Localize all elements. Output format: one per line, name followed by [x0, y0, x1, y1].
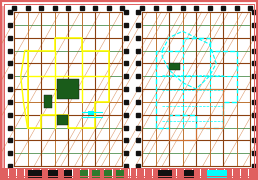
Bar [208, 169, 209, 179]
Bar [48, 169, 49, 179]
Bar [104, 169, 105, 179]
Bar [24, 169, 25, 179]
Bar [16, 169, 17, 179]
Bar [1, 168, 257, 179]
Bar [207, 170, 227, 178]
Bar [168, 169, 169, 179]
Bar [32, 169, 33, 179]
Bar [136, 169, 137, 179]
Bar [184, 170, 194, 178]
Bar [57, 79, 79, 99]
Bar [176, 169, 177, 179]
Bar [144, 169, 145, 179]
Bar [169, 63, 180, 70]
Bar [128, 169, 129, 179]
Bar [112, 169, 113, 179]
Bar [88, 169, 89, 179]
Bar [216, 169, 217, 179]
Bar [130, 168, 131, 179]
Bar [240, 169, 241, 179]
Bar [88, 111, 94, 115]
Bar [8, 169, 9, 179]
Bar [56, 169, 57, 179]
Bar [44, 95, 52, 108]
Bar [184, 169, 185, 179]
Bar [256, 169, 257, 179]
Bar [92, 170, 100, 178]
Bar [1, 6, 5, 168]
Bar [40, 169, 41, 179]
Bar [158, 170, 172, 178]
Bar [232, 169, 233, 179]
Bar [28, 170, 42, 178]
Bar [224, 169, 225, 179]
Bar [160, 169, 161, 179]
Bar [120, 169, 121, 179]
Bar [152, 169, 153, 179]
Bar [57, 115, 68, 125]
Bar [48, 170, 58, 178]
Bar [96, 169, 97, 179]
Bar [64, 169, 65, 179]
Bar [80, 170, 88, 178]
Bar [200, 169, 201, 179]
Bar [192, 169, 193, 179]
Bar [104, 170, 112, 178]
Bar [64, 170, 72, 178]
Bar [80, 169, 81, 179]
Bar [248, 169, 249, 179]
Bar [116, 170, 124, 178]
Bar [72, 169, 73, 179]
